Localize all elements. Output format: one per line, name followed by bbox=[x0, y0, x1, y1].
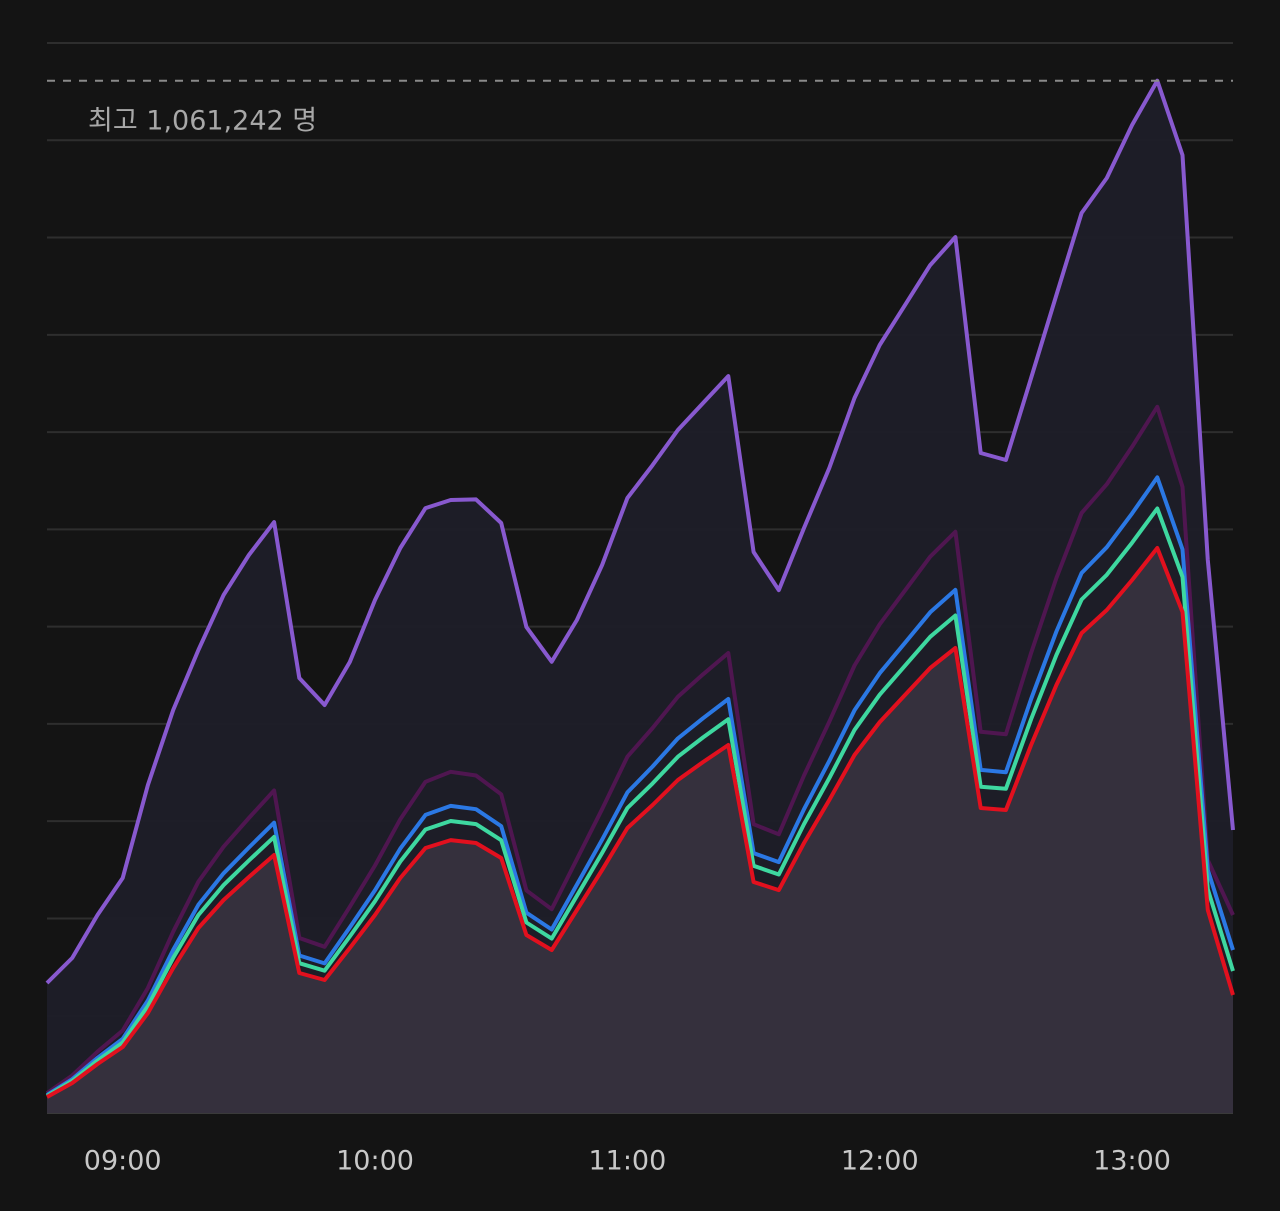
lines bbox=[45, 78, 1235, 1099]
series-line bbox=[45, 475, 1235, 1097]
series-line bbox=[46, 546, 1235, 1099]
x-tick-label: 10:00 bbox=[336, 1146, 414, 1177]
x-axis: 09:00 10:00 11:00 12:00 13:00 bbox=[84, 1146, 1171, 1177]
series-line bbox=[45, 404, 1235, 1095]
series-line bbox=[45, 506, 1235, 1098]
area bbox=[47, 548, 1233, 1113]
x-tick-label: 09:00 bbox=[84, 1146, 162, 1177]
x-tick-label: 11:00 bbox=[588, 1146, 666, 1177]
areas bbox=[47, 80, 1233, 1114]
annotation: 최고 1,061,242 명 bbox=[47, 79, 1233, 137]
x-tick-label: 13:00 bbox=[1093, 1146, 1171, 1177]
x-tick-label: 12:00 bbox=[841, 1146, 919, 1177]
series-line bbox=[45, 78, 1235, 985]
max-label: 최고 1,061,242 명 bbox=[88, 106, 317, 137]
